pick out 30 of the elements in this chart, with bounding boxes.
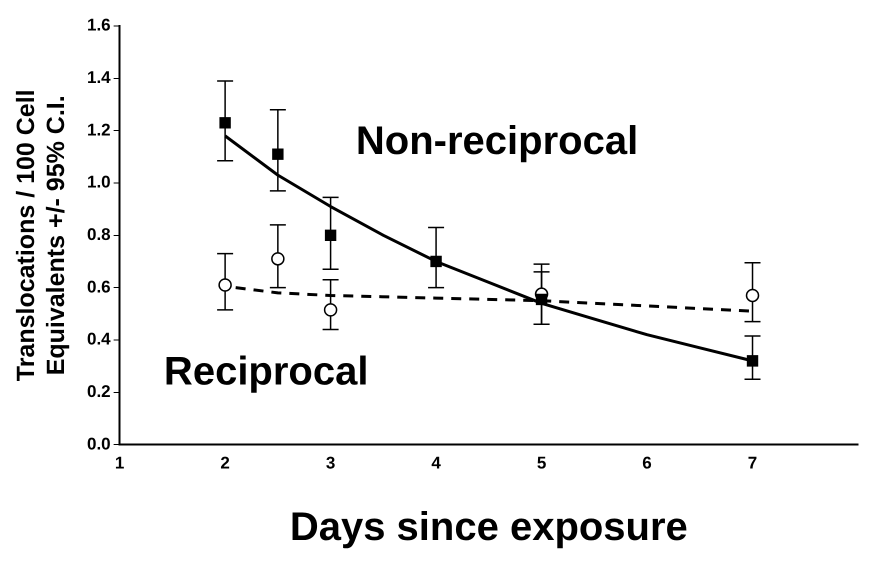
point bbox=[218, 278, 232, 292]
y-tick-label: 0.8 bbox=[86, 224, 111, 244]
point bbox=[536, 294, 548, 306]
y-tick-label: 0.4 bbox=[86, 330, 112, 349]
point bbox=[746, 355, 758, 367]
y-tick-label: 0.2 bbox=[86, 382, 111, 401]
y-tick-label: 1.4 bbox=[86, 68, 112, 88]
x-tick-label: 1 bbox=[114, 453, 124, 472]
point bbox=[324, 230, 336, 241]
x-tick-label: 5 bbox=[536, 453, 546, 472]
y-tick-label: 0.0 bbox=[86, 434, 111, 454]
y-tick-label: 1.2 bbox=[86, 120, 111, 140]
x-tick-label: 2 bbox=[220, 453, 230, 472]
x-tick-label: 3 bbox=[326, 453, 336, 472]
y-tick-label: 1.6 bbox=[86, 16, 111, 35]
x-tick-label: 4 bbox=[431, 453, 442, 472]
point bbox=[271, 252, 285, 266]
series-label: Non-reciprocal bbox=[356, 119, 638, 164]
point bbox=[324, 303, 338, 317]
point bbox=[219, 117, 231, 128]
x-tick-label: 6 bbox=[642, 453, 652, 472]
y-axis-title: Translocations / 100 Cell Equivalents +/- 95% C.I. bbox=[12, 89, 70, 382]
point bbox=[272, 148, 284, 160]
series-label: Reciprocal bbox=[164, 349, 368, 394]
point bbox=[746, 288, 760, 302]
y-tick-label: 1.0 bbox=[86, 172, 111, 192]
x-tick-label: 7 bbox=[748, 453, 758, 472]
x-axis-title: Days since exposure bbox=[290, 505, 688, 550]
y-tick-label: 0.6 bbox=[86, 277, 111, 296]
point bbox=[430, 256, 442, 268]
